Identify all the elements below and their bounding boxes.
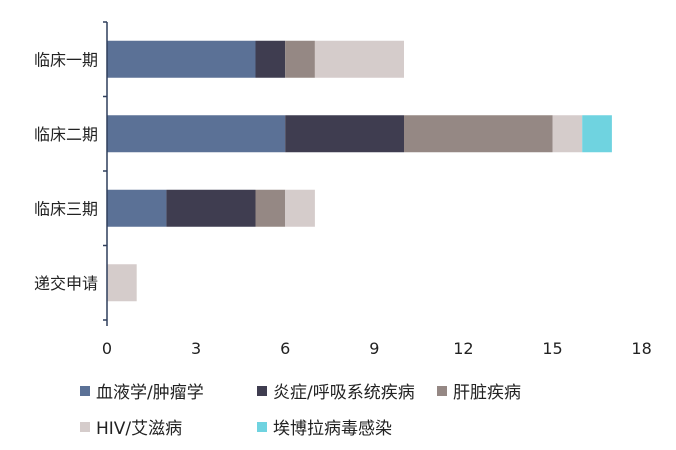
x-tick-label: 15 [542, 339, 562, 358]
bar-5-cat-2 [582, 115, 612, 153]
bar-3-cat-3 [255, 189, 286, 227]
legend-label: 肝脏疾病 [453, 383, 521, 403]
legend-label: 炎症/呼吸系统疾病 [273, 383, 415, 403]
bar-2-cat-1 [255, 40, 286, 78]
bar-2-cat-2 [285, 115, 404, 153]
bar-4-cat-4 [107, 264, 137, 302]
bar-3-cat-1 [285, 40, 315, 78]
legend-label: HIV/艾滋病 [96, 419, 183, 439]
bar-1-cat-2 [107, 115, 286, 153]
legend-item: HIV/艾滋病 [80, 414, 182, 439]
x-tick-label: 9 [369, 339, 379, 358]
legend-swatch [437, 385, 447, 396]
x-tick-label: 0 [102, 339, 112, 358]
legend-label: 血液学/肿瘤学 [96, 383, 204, 403]
legend-swatch [257, 421, 267, 432]
bar-4-cat-1 [314, 40, 404, 78]
bar-2-cat-3 [166, 189, 256, 227]
legend-swatch [80, 385, 90, 396]
legend: 血液学/肿瘤学 炎症/呼吸系统疾病 肝脏疾病 HIV/艾滋病 埃博拉病毒感染 [0, 370, 676, 450]
x-tick-label: 18 [631, 339, 651, 358]
category-label: 临床三期 [34, 199, 98, 218]
legend-label: 埃博拉病毒感染 [273, 419, 392, 439]
bar-1-cat-1 [107, 40, 256, 78]
x-tick-label: 3 [191, 339, 201, 358]
category-label: 递交申请 [34, 274, 98, 293]
legend-item: 肝脏疾病 [437, 378, 521, 403]
x-tick-label: 6 [280, 339, 290, 358]
category-label: 临床一期 [34, 50, 98, 69]
bar-4-cat-3 [285, 189, 315, 227]
legend-item: 炎症/呼吸系统疾病 [257, 378, 415, 403]
legend-item: 血液学/肿瘤学 [80, 378, 204, 403]
legend-item: 埃博拉病毒感染 [257, 414, 392, 439]
bar-4-cat-2 [552, 115, 583, 153]
legend-swatch [80, 421, 90, 432]
x-tick-label: 12 [453, 339, 473, 358]
bar-1-cat-3 [107, 189, 167, 227]
legend-swatch [257, 385, 267, 396]
category-label: 临床二期 [34, 125, 98, 144]
bar-3-cat-2 [404, 115, 553, 153]
